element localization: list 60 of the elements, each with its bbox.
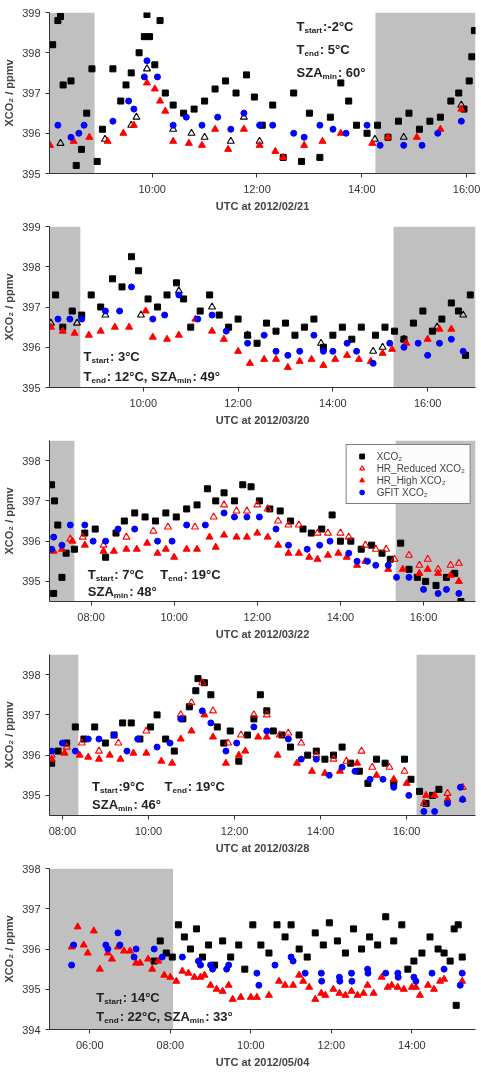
x-tick-label: 16:00 [409,610,438,623]
y-axis-title: XCO₂ / ppmv [3,58,16,127]
legend-label: GFIT XCO₂ [376,486,428,498]
y-tick-label: 396 [22,749,41,762]
x-tick-label: 14:00 [326,610,355,623]
x-tick-label: 08:00 [77,610,105,623]
y-tick-label: 396 [22,341,41,354]
y-tick-label: 399 [22,220,41,233]
x-tick-label: 10:00 [129,396,158,409]
legend-label: XCO₂ [376,450,403,462]
y-tick-label: 398 [22,46,41,59]
y-tick-label: 399 [22,6,41,19]
y-tick-label: 397 [22,708,41,721]
x-tick-label: 10:00 [138,182,166,195]
x-tick-label: 14:00 [398,1038,426,1051]
y-tick-label: 395 [22,167,41,180]
y-tick-label: 395 [22,789,41,802]
y-tick-label: 395 [22,575,41,588]
x-tick-label: 14:00 [306,824,335,837]
x-axis-title: UTC at 2012/03/22 [215,627,310,640]
y-tick-label: 398 [22,668,41,681]
legend-label: HR_Reduced XCO₂ [376,462,465,474]
x-tick-label: 12:00 [220,824,249,837]
y-tick-label: 394 [22,1023,41,1036]
y-tick-label: 395 [22,381,41,394]
x-tick-label: 14:00 [348,182,376,195]
y-tick-label: 396 [22,535,41,548]
x-tick-label: 16:00 [413,396,442,409]
y-axis-title: XCO₂ / ppmv [3,700,16,769]
x-tick-label: 12:00 [317,1038,346,1051]
x-axis-title: UTC at 2012/05/04 [215,1055,311,1068]
x-tick-label: 16:00 [392,824,421,837]
x-tick-label: 10:00 [134,824,163,837]
x-axis-title: UTC at 2012/03/28 [215,841,310,854]
y-tick-label: 397 [22,902,41,915]
x-tick-label: 06:00 [76,1038,104,1051]
x-axis-title: UTC at 2012/02/21 [215,199,310,212]
legend-label: HR_High XCO₂ [376,474,446,486]
y-tick-label: 398 [22,454,41,467]
x-tick-label: 10:00 [160,610,188,623]
y-tick-label: 397 [22,494,41,507]
x-tick-label: 12:00 [243,182,271,195]
x-axis-title: UTC at 2012/03/20 [215,413,310,426]
x-tick-label: 08:00 [48,824,77,837]
x-tick-label: 12:00 [243,610,272,623]
x-tick-label: 14:00 [319,396,347,409]
x-tick-label: 12:00 [224,396,252,409]
y-tick-label: 397 [22,87,41,99]
y-tick-label: 398 [22,260,41,273]
x-tick-label: 16:00 [452,182,481,195]
y-axis-title: XCO₂ / ppmv [3,272,16,341]
y-tick-label: 398 [22,862,41,875]
y-tick-label: 395 [22,983,41,996]
x-tick-label: 08:00 [156,1038,185,1051]
y-axis-title: XCO₂ / ppmv [3,486,16,555]
x-tick-label: 10:00 [237,1038,265,1051]
y-tick-label: 396 [22,943,41,955]
y-tick-label: 396 [22,127,41,140]
y-tick-label: 397 [22,301,41,313]
y-axis-title: XCO₂ / ppmv [3,914,16,983]
